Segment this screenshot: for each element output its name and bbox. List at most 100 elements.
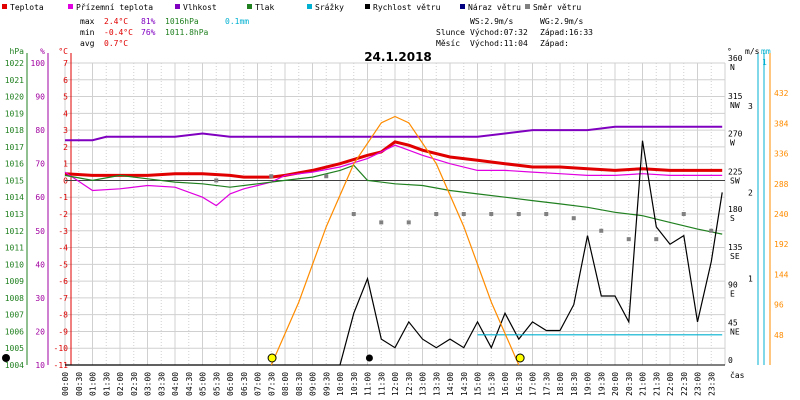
direction-tick: 90 bbox=[728, 281, 738, 290]
legend-label: Teplota bbox=[10, 3, 44, 12]
legend-label: Směr větru bbox=[533, 3, 581, 12]
direction-tick-letter: NE bbox=[730, 327, 740, 336]
direction-point bbox=[324, 174, 329, 179]
temperature-axis-tick: -6 bbox=[58, 277, 68, 286]
stats-temp: 2.4°C bbox=[104, 17, 128, 26]
legend-label: Vlhkost bbox=[183, 3, 217, 12]
direction-tick: 360 bbox=[728, 54, 743, 63]
temperature-axis-tick: 2 bbox=[63, 143, 68, 152]
legend-label: Přízemní teplota bbox=[76, 3, 153, 12]
stats-temp: -0.4°C bbox=[104, 28, 133, 37]
sunset-marker bbox=[515, 353, 525, 363]
moon-label: Měsíc bbox=[436, 39, 460, 48]
x-tick-label: 16:00 bbox=[501, 372, 510, 396]
legend-swatch bbox=[460, 4, 465, 9]
pressure-axis-tick: 1014 bbox=[5, 193, 24, 202]
direction-tick: 0 bbox=[728, 356, 733, 365]
pressure-axis-tick: 1020 bbox=[5, 93, 24, 102]
pressure-axis-label: hPa bbox=[10, 47, 25, 56]
moonrise-marker bbox=[365, 354, 373, 362]
x-tick-label: 18:00 bbox=[556, 372, 565, 396]
temperature-axis-tick: 5 bbox=[63, 93, 68, 102]
x-tick-label: 01:30 bbox=[102, 372, 111, 396]
pressure-axis-tick: 1009 bbox=[5, 277, 24, 286]
stats-pressure: 1011.8hPa bbox=[165, 28, 209, 37]
direction-tick-letter: SE bbox=[730, 252, 740, 261]
x-tick-label: 21:30 bbox=[652, 372, 661, 396]
x-tick-label: 20:30 bbox=[625, 372, 634, 396]
x-tick-label: 06:00 bbox=[226, 372, 235, 396]
direction-point bbox=[379, 220, 384, 225]
x-tick-label: 15:30 bbox=[487, 372, 496, 396]
radiation-tick: 192 bbox=[774, 240, 789, 249]
radiation-axis: 432 384 336 288 240 192 144 96 48 bbox=[769, 53, 789, 365]
series bbox=[64, 115, 723, 366]
wind-speed-summary: WS:2.9m/s bbox=[470, 17, 514, 26]
humidity-axis-tick: 90 bbox=[35, 93, 45, 102]
direction-point bbox=[434, 212, 439, 216]
x-tick-label: 08:00 bbox=[281, 372, 290, 396]
humidity-axis-label: % bbox=[40, 47, 45, 56]
sunset-time: Západ:16:33 bbox=[540, 28, 593, 37]
stats-label: max bbox=[80, 17, 95, 26]
legend-label: Náraz větru bbox=[468, 3, 521, 12]
stats-label: min bbox=[80, 28, 95, 37]
series-line bbox=[65, 140, 723, 366]
pressure-axis-tick: 1021 bbox=[5, 76, 24, 85]
x-tick-label: 17:30 bbox=[542, 372, 551, 396]
legend-swatch bbox=[2, 4, 7, 9]
x-tick-label: 15:00 bbox=[474, 372, 483, 396]
temperature-axis-label: °C bbox=[58, 47, 68, 56]
direction-tick-letter: W bbox=[730, 139, 735, 148]
radiation-tick: 48 bbox=[774, 331, 784, 340]
moonrise-time: Východ:11:04 bbox=[470, 39, 528, 48]
x-tick-label: 23:00 bbox=[694, 372, 703, 396]
temperature-axis-tick: -7 bbox=[58, 294, 68, 303]
direction-point bbox=[681, 212, 686, 216]
x-tick-label: 00:30 bbox=[75, 372, 84, 396]
temperature-axis-tick: -1 bbox=[58, 193, 68, 202]
humidity-axis-tick: 40 bbox=[35, 260, 45, 269]
x-tick-label: 04:30 bbox=[185, 372, 194, 396]
x-tick-label: 17:00 bbox=[529, 372, 538, 396]
stats-pressure: 1016hPa bbox=[165, 17, 199, 26]
radiation-tick: 432 bbox=[774, 89, 789, 98]
legend-label: Rychlost větru bbox=[373, 3, 441, 12]
direction-tick-letter: E bbox=[730, 290, 735, 299]
direction-tick: 225 bbox=[728, 167, 743, 176]
sunrise-time: Východ:07:32 bbox=[470, 28, 528, 37]
x-axis: 00:00 00:30 01:00 01:30 02:00 02:30 03:00 03:30… bbox=[61, 364, 745, 396]
humidity-axis: % 100 90 80 70 60 50 40 30 20 10 bbox=[31, 47, 49, 370]
x-tick-label: 16:30 bbox=[515, 372, 524, 396]
direction-point bbox=[516, 212, 521, 216]
x-tick-label: 08:30 bbox=[295, 372, 304, 396]
pressure-axis-tick: 1012 bbox=[5, 227, 24, 236]
direction-point bbox=[626, 237, 631, 242]
x-tick-label: 14:30 bbox=[460, 372, 469, 396]
direction-point bbox=[461, 212, 466, 216]
x-axis-label: čas bbox=[730, 370, 745, 380]
x-tick-label: 05:00 bbox=[199, 372, 208, 396]
x-tick-label: 12:30 bbox=[405, 372, 414, 396]
direction-axis-label: ° bbox=[727, 47, 732, 56]
direction-point bbox=[351, 212, 356, 216]
x-tick-label: 04:00 bbox=[171, 372, 180, 396]
temperature-axis-tick: -8 bbox=[58, 311, 68, 320]
pressure-axis-tick: 1016 bbox=[5, 160, 24, 169]
direction-point bbox=[406, 220, 411, 225]
humidity-axis-tick: 10 bbox=[35, 361, 45, 370]
stats-label: avg bbox=[80, 39, 95, 48]
temperature-axis-tick: -2 bbox=[58, 210, 68, 219]
direction-tick-letter: SW bbox=[730, 176, 740, 185]
humidity-axis-tick: 30 bbox=[35, 294, 45, 303]
legend-swatch bbox=[175, 4, 180, 9]
x-tick-label: 06:30 bbox=[240, 372, 249, 396]
wind-axis-label: m/s bbox=[745, 47, 760, 56]
legend-label: Tlak bbox=[255, 3, 274, 12]
direction-tick: 270 bbox=[728, 130, 743, 139]
direction-point bbox=[214, 178, 219, 183]
temperature-axis-tick: -10 bbox=[54, 344, 69, 353]
radiation-line bbox=[270, 115, 520, 366]
legend-swatch bbox=[68, 4, 73, 9]
